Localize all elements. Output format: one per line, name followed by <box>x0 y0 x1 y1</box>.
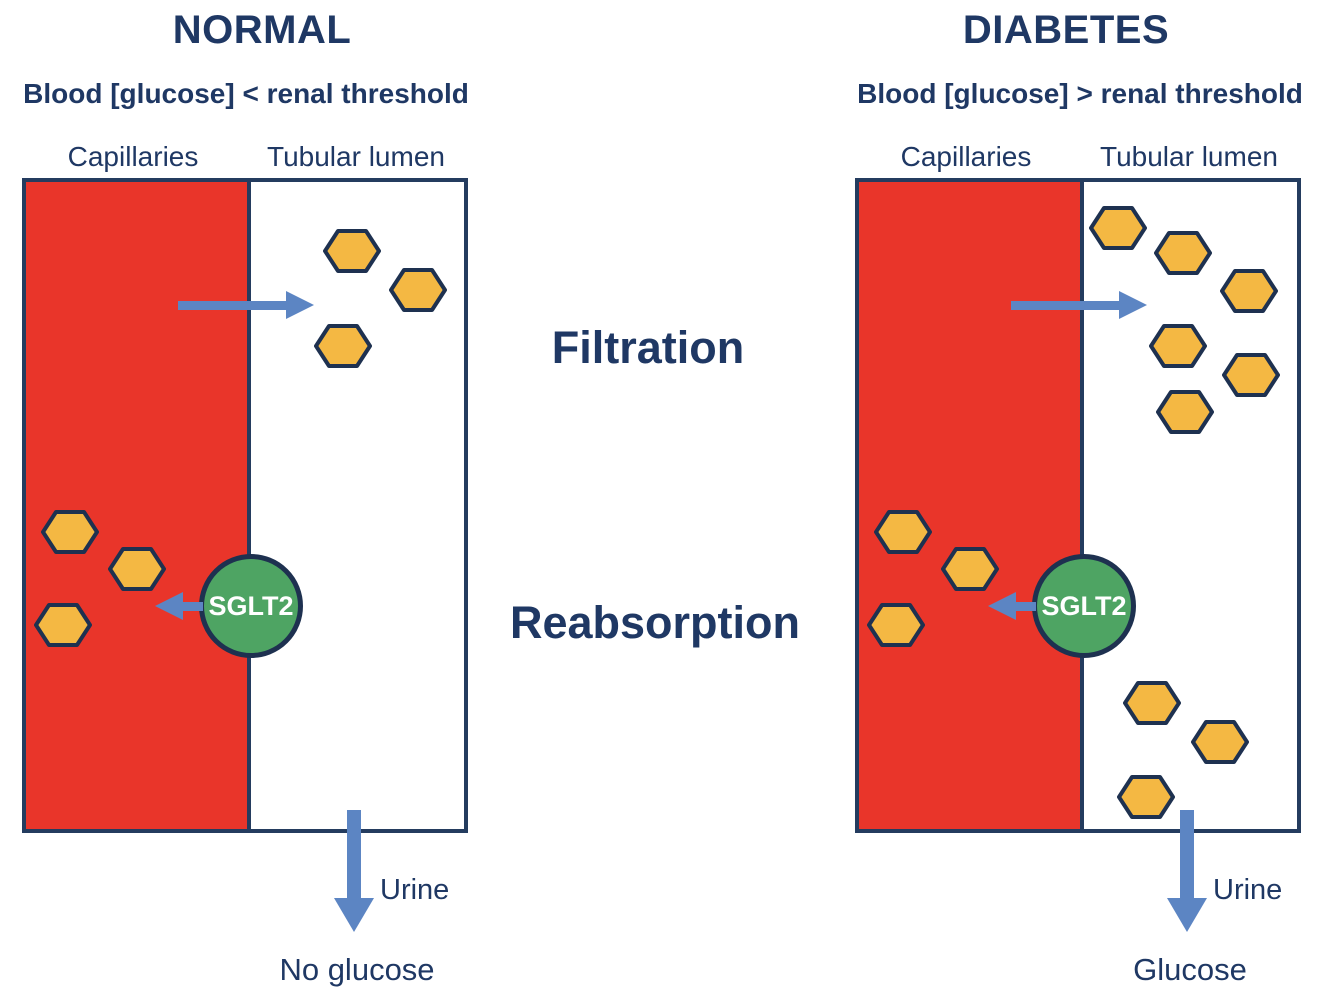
membrane-divider <box>247 182 251 829</box>
tubular-lumen-label: Tubular lumen <box>1100 141 1278 172</box>
capillaries-region <box>26 182 247 829</box>
urine-result-label: No glucose <box>279 952 435 987</box>
filtration-arrow-head-icon <box>1119 291 1147 319</box>
glucose-hexagon <box>389 268 447 312</box>
membrane-divider <box>1080 182 1084 829</box>
reabsorption-arrow <box>183 602 203 611</box>
capillaries-region <box>859 182 1080 829</box>
sglt2-label: SGLT2 <box>208 590 294 621</box>
glucose-hexagon <box>867 603 925 647</box>
panel-subtitle: Blood [glucose] < renal threshold <box>23 78 469 109</box>
nephron-box <box>22 178 468 833</box>
sglt2-transporter: SGLT2 <box>1032 554 1136 658</box>
capillaries-label: Capillaries <box>900 141 1032 172</box>
glucose-hexagon <box>34 603 92 647</box>
glucose-hexagon <box>874 510 932 554</box>
glucose-hexagon <box>1220 269 1278 313</box>
glucose-hexagon <box>108 547 166 591</box>
panel-subtitle: Blood [glucose] > renal threshold <box>857 78 1303 109</box>
glucose-hexagon <box>1117 775 1175 819</box>
glucose-hexagon <box>1156 390 1214 434</box>
glucose-hexagon <box>323 229 381 273</box>
sglt2-label: SGLT2 <box>1041 590 1127 621</box>
panel-title: DIABETES <box>962 8 1170 52</box>
reabsorption-arrow <box>1016 602 1036 611</box>
reabsorption-arrow-head-icon <box>988 592 1016 620</box>
glucose-hexagon <box>1222 353 1280 397</box>
sglt2-transporter: SGLT2 <box>199 554 303 658</box>
filtration-label: Filtration <box>551 322 745 373</box>
urine-arrow-head-icon <box>334 898 374 932</box>
glucose-hexagon <box>1123 681 1181 725</box>
filtration-arrow-head-icon <box>286 291 314 319</box>
glucose-hexagon <box>1089 206 1147 250</box>
filtration-arrow <box>178 301 286 310</box>
glucose-hexagon <box>314 324 372 368</box>
filtration-arrow <box>1011 301 1119 310</box>
glucose-hexagon <box>1154 231 1212 275</box>
capillaries-label: Capillaries <box>67 141 199 172</box>
urine-label: Urine <box>380 874 450 906</box>
glucose-hexagon <box>1149 324 1207 368</box>
glucose-hexagon <box>41 510 99 554</box>
urine-label: Urine <box>1213 874 1283 906</box>
glucose-hexagon <box>1191 720 1249 764</box>
urine-arrow-head-icon <box>1167 898 1207 932</box>
glucose-hexagon <box>941 547 999 591</box>
reabsorption-arrow-head-icon <box>155 592 183 620</box>
tubular-lumen-label: Tubular lumen <box>267 141 445 172</box>
urine-result-label: Glucose <box>1133 952 1247 987</box>
reabsorption-label: Reabsorption <box>509 597 801 648</box>
urine-arrow <box>1180 810 1194 898</box>
urine-arrow <box>347 810 361 898</box>
panel-title: NORMAL <box>172 8 352 52</box>
